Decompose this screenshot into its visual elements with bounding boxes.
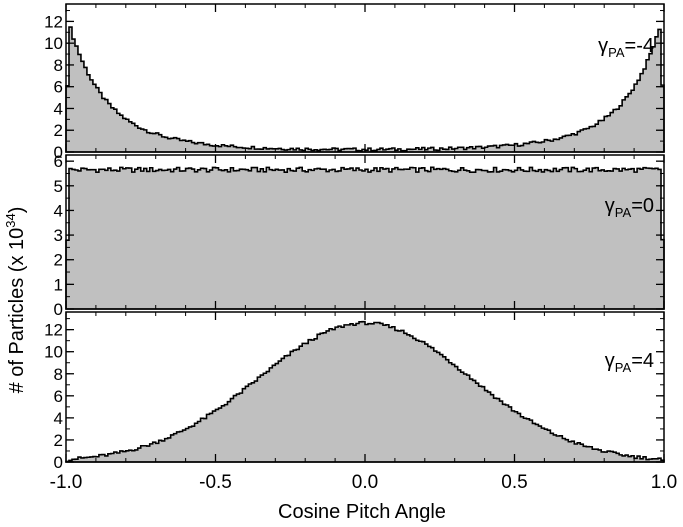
y-tick-label: 10: [44, 34, 63, 53]
y-axis-title-main: # of Particles (x 10: [6, 228, 28, 394]
annotation-symbol: γ: [605, 350, 615, 372]
histogram-bars: [65, 320, 665, 463]
panel-annotation: γPA=4: [605, 350, 654, 375]
y-tick-label: 10: [44, 343, 63, 362]
annotation-subscript: PA: [615, 360, 632, 375]
y-tick-label: 3: [54, 226, 63, 245]
panel-annotation: γPA=0: [605, 195, 654, 220]
panel-annotation: γPA=-4: [598, 35, 654, 60]
x-tick-label: -0.5: [199, 472, 232, 493]
y-tick-label: 12: [44, 12, 63, 31]
y-axis-title-end: ): [6, 207, 28, 214]
annotation-value: =-4: [625, 35, 654, 57]
y-tick-label: 12: [44, 321, 63, 340]
y-tick-label: 8: [54, 365, 63, 384]
y-tick-label: 4: [54, 201, 63, 220]
panel-frame: [65, 3, 665, 153]
annotation-value: =4: [631, 350, 654, 372]
x-axis-title: Cosine Pitch Angle: [278, 501, 446, 523]
y-tick-label: 0: [54, 143, 63, 162]
y-tick-label: 8: [54, 56, 63, 75]
x-axis: -1.0 -0.5 0.0 0.5 1.0: [50, 472, 678, 493]
y-axis-title: # of Particles (x 1034): [3, 207, 28, 394]
panels: 024681012γPA=-40123456γPA=0024681012γPA=…: [44, 3, 665, 472]
y-tick-label: 1: [54, 275, 63, 294]
y-tick-label: 5: [54, 177, 63, 196]
panel-3: 0 2 4 6 8 10 12 γPA=4: [44, 311, 665, 472]
y-axis-title-exponent: 34: [3, 213, 18, 227]
y-tick-label: 2: [54, 121, 63, 140]
annotation-symbol: γ: [598, 35, 608, 57]
x-tick-label: 0.5: [501, 472, 527, 493]
x-tick-label: -1.0: [50, 472, 83, 493]
y-tick-label: 0: [54, 300, 63, 319]
y-tick-label: 2: [54, 251, 63, 270]
y-tick-label: 2: [54, 431, 63, 450]
annotation-symbol: γ: [605, 195, 615, 217]
histogram-bars: [65, 166, 665, 310]
y-tick-label: 6: [54, 152, 63, 171]
y-tick-label: 4: [54, 99, 63, 118]
annotation-subscript: PA: [615, 205, 632, 220]
y-tick-label: 0: [54, 453, 63, 472]
panel-2: 0 1 2 3 4 5 6 γPA=0: [54, 152, 665, 319]
panel-1: 0 2 4 6 8 10 12 γPA=-4: [44, 3, 665, 162]
x-tick-label: 1.0: [651, 472, 677, 493]
y-tick-label: 4: [54, 409, 63, 428]
annotation-subscript: PA: [608, 45, 625, 60]
annotation-value: =0: [631, 195, 654, 217]
y-tick-label: 6: [54, 387, 63, 406]
x-tick-label: 0.0: [352, 472, 378, 493]
y-tick-label: 6: [54, 78, 63, 97]
histogram-bars: [65, 26, 665, 153]
